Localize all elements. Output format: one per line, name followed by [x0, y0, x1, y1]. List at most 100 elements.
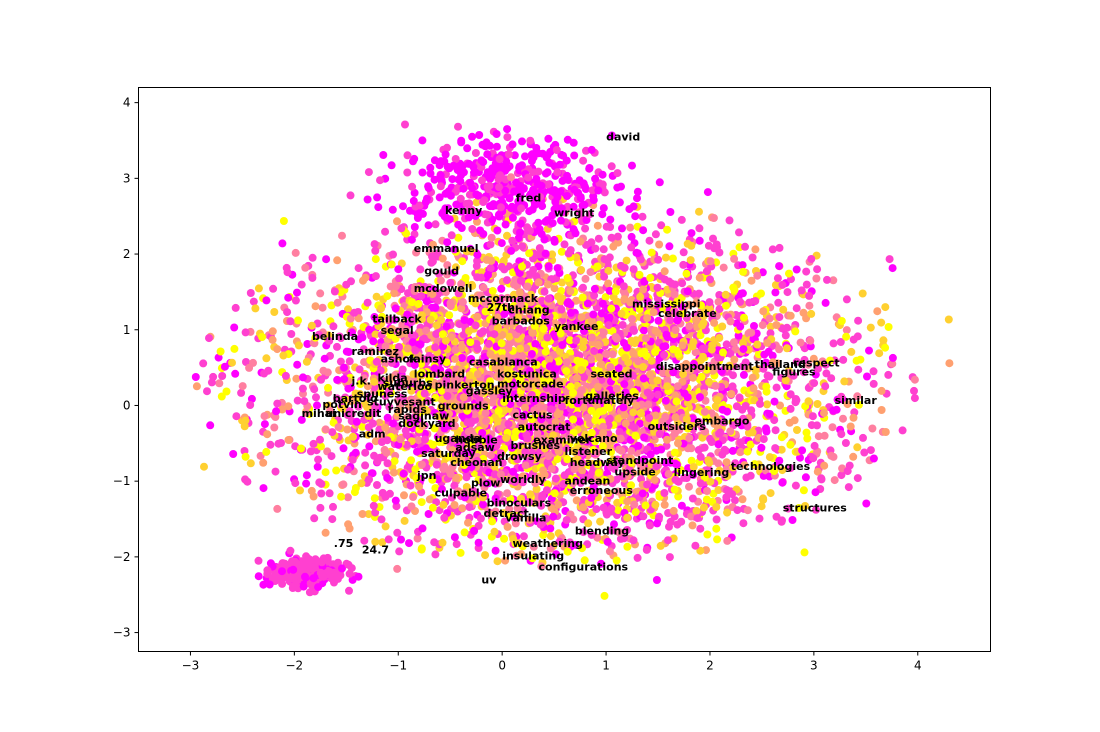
scatter-point — [814, 400, 822, 408]
scatter-point — [640, 326, 648, 334]
scatter-point — [745, 299, 753, 307]
scatter-point — [579, 294, 587, 302]
scatter-point — [604, 280, 612, 288]
scatter-point — [747, 329, 755, 337]
scatter-point — [884, 371, 892, 379]
scatter-point — [299, 385, 307, 393]
scatter-point — [317, 490, 325, 498]
scatter-point — [475, 539, 483, 547]
scatter-point — [415, 482, 423, 490]
scatter-point — [792, 396, 800, 404]
scatter-point — [669, 345, 677, 353]
scatter-point — [715, 430, 723, 438]
scatter-point — [542, 348, 550, 356]
scatter-point — [203, 387, 211, 395]
scatter-point — [843, 295, 851, 303]
scatter-point — [418, 461, 426, 469]
scatter-point — [390, 469, 398, 477]
scatter-point — [303, 471, 311, 479]
scatter-point — [310, 514, 318, 522]
scatter-point — [662, 254, 670, 262]
scatter-point — [778, 281, 786, 289]
scatter-point — [786, 441, 794, 449]
scatter-point — [608, 234, 616, 242]
scatter-point — [775, 345, 783, 353]
scatter-point — [340, 444, 348, 452]
scatter-point — [349, 456, 357, 464]
scatter-point — [663, 382, 671, 390]
scatter-point — [554, 264, 562, 272]
scatter-point — [344, 493, 352, 501]
scatter-point — [494, 557, 502, 565]
scatter-point — [696, 274, 704, 282]
scatter-point — [309, 254, 317, 262]
scatter-point — [807, 310, 815, 318]
scatter-point — [488, 234, 496, 242]
scatter-point — [697, 479, 705, 487]
scatter-point — [269, 336, 277, 344]
scatter-point — [270, 308, 278, 316]
scatter-point — [199, 359, 207, 367]
scatter-point — [531, 340, 539, 348]
scatter-point — [251, 304, 259, 312]
scatter-point — [878, 387, 886, 395]
scatter-point — [218, 393, 226, 401]
scatter-point — [525, 249, 533, 257]
scatter-point — [739, 261, 747, 269]
scatter-point — [778, 433, 786, 441]
scatter-point — [661, 267, 669, 275]
scatter-point — [689, 374, 697, 382]
scatter-point — [255, 284, 263, 292]
scatter-point — [287, 330, 295, 338]
scatter-point — [551, 489, 559, 497]
scatter-point — [577, 358, 585, 366]
scatter-point — [599, 300, 607, 308]
scatter-point — [392, 304, 400, 312]
scatter-point — [326, 489, 334, 497]
scatter-point — [484, 271, 492, 279]
scatter-point — [292, 375, 300, 383]
scatter-point — [423, 297, 431, 305]
scatter-point — [409, 493, 417, 501]
scatter-point — [783, 344, 791, 352]
scatter-point — [595, 353, 603, 361]
scatter-point — [600, 504, 608, 512]
scatter-point — [485, 340, 493, 348]
scatter-point — [803, 435, 811, 443]
scatter-point — [317, 442, 325, 450]
scatter-point — [270, 424, 278, 432]
scatter-point — [817, 474, 825, 482]
scatter-point — [719, 348, 727, 356]
scatter-point — [631, 424, 639, 432]
scatter-point — [653, 519, 661, 527]
scatter-point — [749, 254, 757, 262]
scatter-point — [865, 347, 873, 355]
scatter-point — [429, 504, 437, 512]
scatter-point — [385, 535, 393, 543]
scatter-point — [266, 441, 274, 449]
scatter-point — [439, 539, 447, 547]
scatter-point — [712, 503, 720, 511]
scatter-point — [558, 341, 566, 349]
scatter-point — [775, 313, 783, 321]
scatter-point — [667, 518, 675, 526]
scatter-point — [666, 553, 674, 561]
scatter-point — [640, 348, 648, 356]
scatter-point — [552, 475, 560, 483]
scatter-point — [756, 400, 764, 408]
scatter-point — [643, 546, 651, 554]
scatter-point — [584, 300, 592, 308]
scatter-point — [563, 358, 571, 366]
scatter-point — [771, 398, 779, 406]
scatter-point — [328, 452, 336, 460]
scatter-point — [713, 535, 721, 543]
scatter-point — [558, 248, 566, 256]
scatter-point — [683, 270, 691, 278]
scatter-point — [740, 314, 748, 322]
scatter-point — [572, 337, 580, 345]
scatter-point — [778, 516, 786, 524]
scatter-point — [206, 421, 214, 429]
scatter-point — [722, 493, 730, 501]
scatter-point — [591, 285, 599, 293]
scatter-point — [605, 321, 613, 329]
